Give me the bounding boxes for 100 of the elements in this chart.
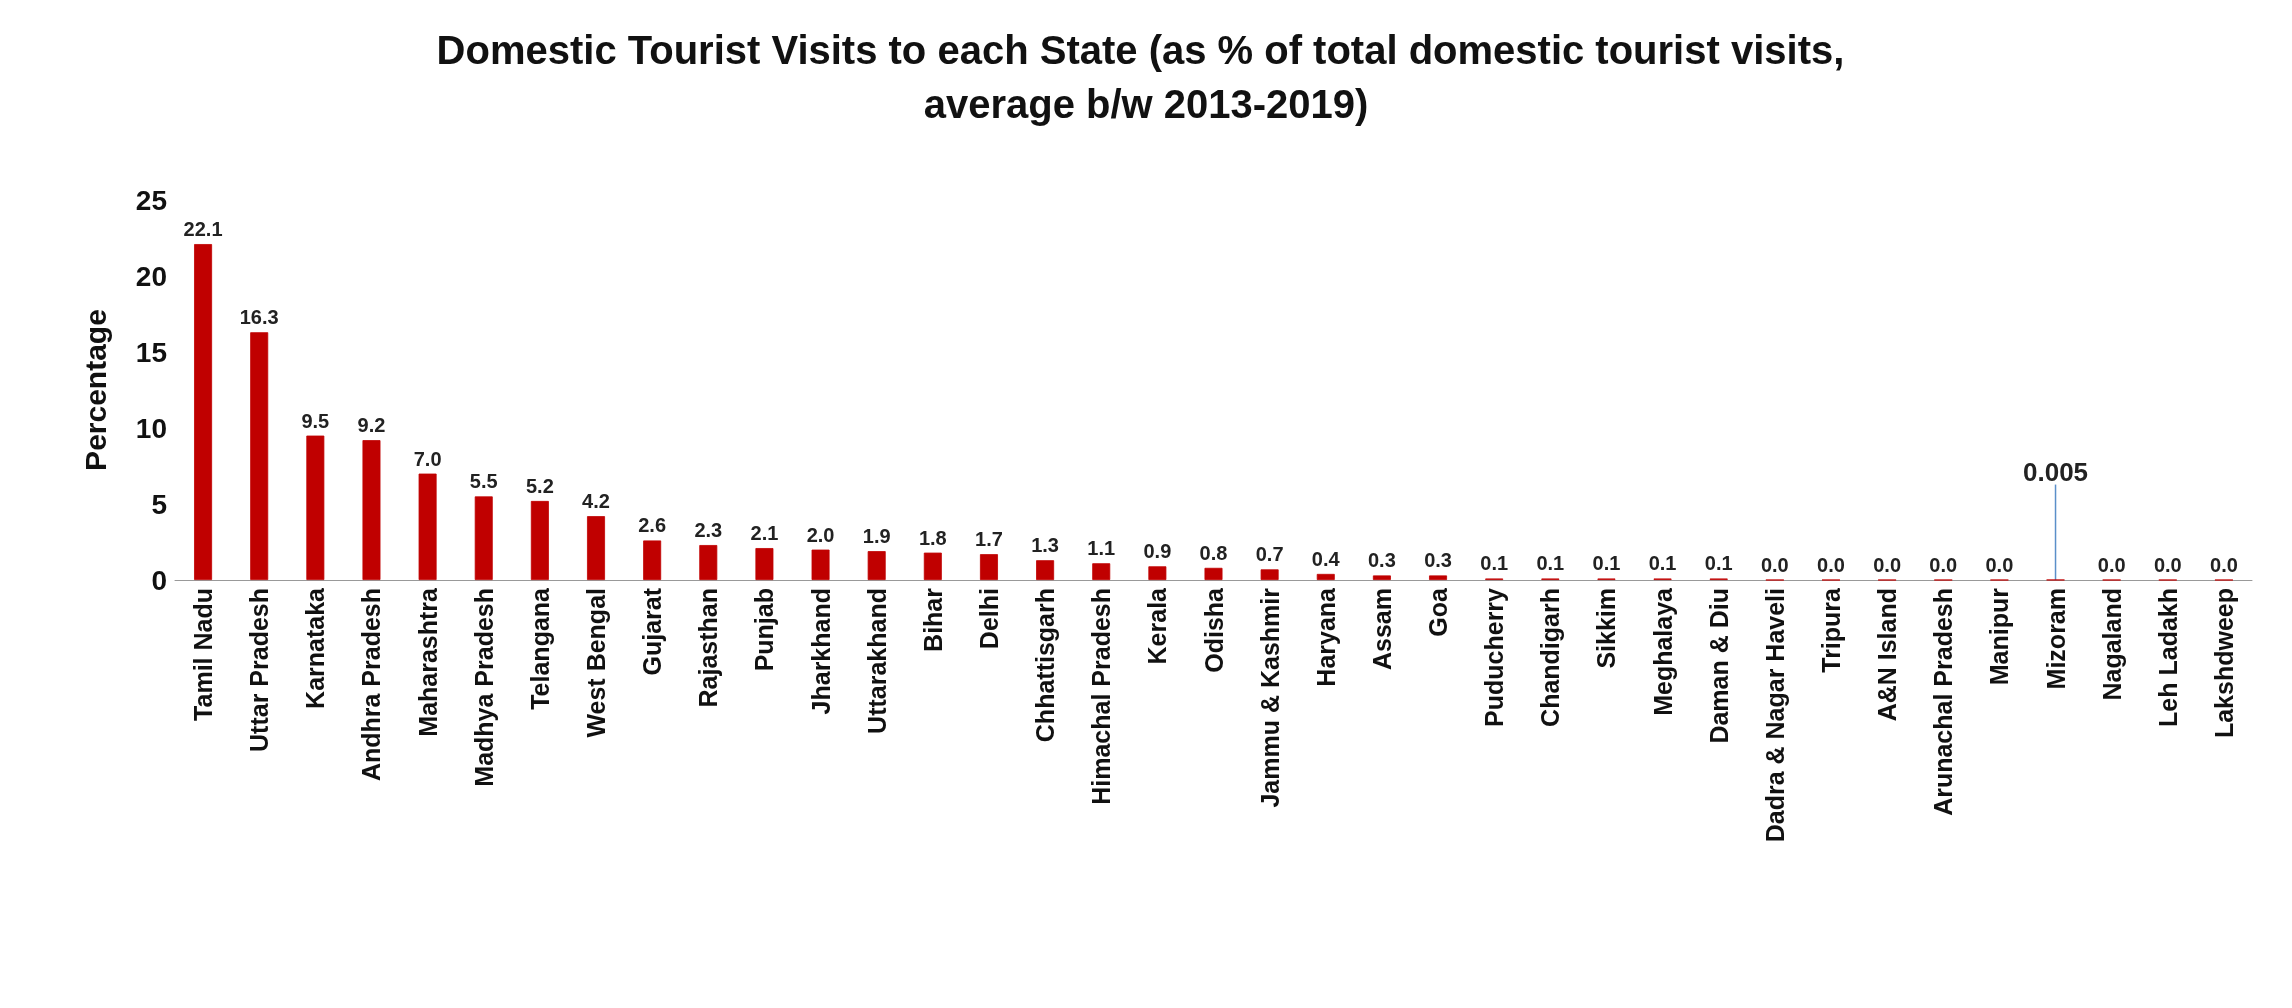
data-label: 1.9 <box>862 525 891 548</box>
x-tick-label: Lakshdweep <box>2209 588 2238 739</box>
y-axis-title: Percentage <box>78 309 112 471</box>
data-label: 0.0 <box>1873 553 1902 576</box>
data-label: 0.4 <box>1311 547 1341 570</box>
x-tick-label: Chhattisgarh <box>1031 588 1060 743</box>
x-tick-label: Andhra Pradesh <box>357 588 386 782</box>
x-tick-label: Manipur <box>1985 587 2014 686</box>
data-label: 0.1 <box>1480 552 1509 575</box>
y-tick-label: 25 <box>135 184 167 216</box>
x-tick-label: Telangana <box>525 586 554 710</box>
chart-title: Domestic Tourist Visits to each State (as % of total domestic tourist visits, average b/w 2013-2019) <box>436 28 1856 126</box>
y-tick-label: 10 <box>135 412 167 444</box>
x-tick-label: Chandigarh <box>1536 588 1565 727</box>
x-tick-label: Gujarat <box>638 587 667 676</box>
data-label: 0.1 <box>1592 552 1621 575</box>
data-label: 1.3 <box>1031 534 1059 557</box>
data-label: 1.1 <box>1087 537 1116 560</box>
data-label: 0.0 <box>2097 553 2126 576</box>
x-tick-label: Uttarakhand <box>862 588 891 734</box>
x-tick-label: Himachal Pradesh <box>1087 588 1116 805</box>
data-label: 1.8 <box>918 526 947 549</box>
data-label: 0.0 <box>1817 553 1845 576</box>
x-tick-label: Sikkim <box>1592 588 1621 669</box>
bar <box>1316 573 1335 580</box>
data-label: 1.7 <box>975 528 1003 551</box>
x-tick-label: Arunachal Pradesh <box>1929 588 1958 816</box>
data-label: 0.1 <box>1536 552 1565 575</box>
bar <box>699 545 718 580</box>
bar <box>194 244 213 580</box>
data-label: 0.0 <box>2210 553 2238 576</box>
bar <box>1372 575 1391 580</box>
x-tick-label: Leh Ladakh <box>2153 588 2182 727</box>
bar <box>755 548 774 580</box>
bar <box>1092 563 1111 580</box>
data-label: 0.0 <box>1760 553 1789 576</box>
bar <box>979 554 998 580</box>
bar <box>362 440 381 580</box>
data-label: 0.1 <box>1648 552 1677 575</box>
x-tick-label: Puducherry <box>1480 587 1509 727</box>
data-label: 9.2 <box>357 414 386 437</box>
x-tick-label: Goa <box>1424 586 1453 637</box>
data-label: 0.0 <box>1929 553 1958 576</box>
x-tick-label: West Bengal <box>582 588 611 738</box>
data-label: 0.9 <box>1143 540 1172 563</box>
data-label: 0.0 <box>1985 553 2014 576</box>
x-tick-label: Jammu & Kashmir <box>1255 587 1284 808</box>
data-label: 2.0 <box>806 523 835 546</box>
bar <box>1036 560 1055 580</box>
data-label: 4.2 <box>582 490 610 513</box>
data-label: 5.2 <box>525 474 554 497</box>
x-tick-label: Jharkhand <box>806 588 835 715</box>
x-tick-label: Daman & Diu <box>1704 588 1733 744</box>
bar <box>811 549 830 580</box>
y-tick-label: 0 <box>151 564 167 596</box>
x-tick-label: Bihar <box>918 587 947 652</box>
data-label: 0.8 <box>1199 541 1228 564</box>
bar <box>418 473 437 580</box>
bar <box>250 332 269 580</box>
data-label: 0.005 <box>2022 456 2089 487</box>
data-label: 0.1 <box>1704 552 1733 575</box>
x-tick-label: Maharashtra <box>413 586 442 737</box>
x-tick-label: Tripura <box>1816 586 1845 673</box>
x-tick-label: Kerala <box>1143 586 1172 665</box>
bar <box>1204 567 1223 580</box>
x-tick-label: Dadra & Nagar Haveli <box>1760 588 1789 843</box>
x-tick-label: Haryana <box>1311 586 1340 687</box>
data-label: 9.5 <box>301 409 330 432</box>
data-label: 0.0 <box>2153 553 2182 576</box>
x-tick-label: Tamil Nadu <box>189 588 218 721</box>
bar <box>867 551 886 580</box>
bar <box>1260 569 1279 580</box>
data-label: 22.1 <box>183 218 223 241</box>
data-label: 7.0 <box>413 447 442 470</box>
data-label: 2.1 <box>750 522 779 545</box>
y-tick-label: 15 <box>135 336 167 368</box>
bar <box>306 435 325 580</box>
data-label: 0.3 <box>1368 549 1396 572</box>
data-label: 0.3 <box>1424 549 1452 572</box>
data-label: 2.6 <box>638 514 667 537</box>
bar <box>1429 575 1448 580</box>
x-tick-label: Assam <box>1367 588 1396 670</box>
x-tick-label: Karnataka <box>301 586 330 709</box>
bar <box>1148 566 1167 580</box>
bar <box>587 516 605 580</box>
data-label: 0.7 <box>1255 543 1284 566</box>
x-tick-label: Uttar Pradesh <box>245 588 274 752</box>
x-tick-label: Odisha <box>1199 586 1228 673</box>
x-tick-label: Nagaland <box>2097 588 2126 701</box>
bar <box>923 552 942 580</box>
y-tick-label: 5 <box>151 488 167 520</box>
x-tick-label: Mizoram <box>2041 588 2070 690</box>
x-tick-label: Rajasthan <box>694 588 723 708</box>
x-tick-label: Madhya Pradesh <box>469 588 498 787</box>
bar <box>474 496 493 580</box>
bar <box>643 540 662 580</box>
data-label: 16.3 <box>239 306 279 329</box>
data-label: 2.3 <box>694 519 723 542</box>
bar <box>530 500 549 580</box>
x-tick-label: A&N Island <box>1873 588 1902 722</box>
